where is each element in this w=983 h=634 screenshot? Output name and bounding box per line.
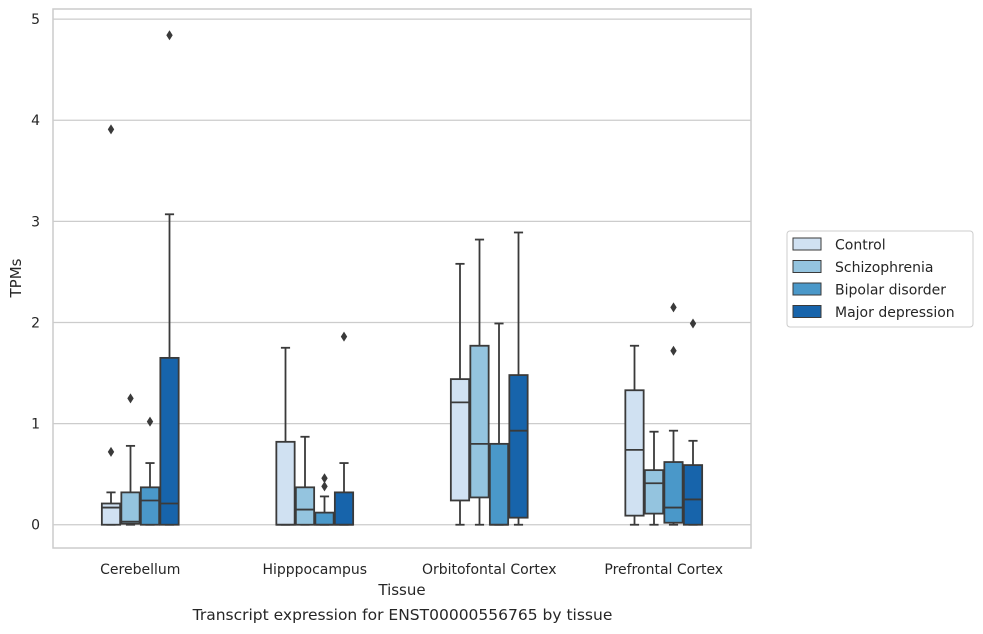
plot-frame: [52, 8, 752, 549]
outlier-marker: [689, 318, 697, 329]
y-tick-label: 4: [31, 113, 40, 129]
box-group: [100, 124, 122, 526]
legend-label: Control: [835, 238, 886, 254]
legend-swatch: [792, 237, 822, 251]
x-tick-label: Prefrontal Cortex: [604, 562, 723, 578]
box: [624, 389, 645, 517]
box: [120, 491, 141, 525]
box-group: [294, 435, 316, 526]
box: [333, 491, 355, 526]
box-group: [469, 238, 490, 526]
outlier-marker: [670, 345, 677, 356]
legend-swatch: [792, 305, 822, 318]
box-group: [159, 30, 180, 526]
box-group: [314, 473, 335, 526]
x-tick-label: Hipppocampus: [262, 562, 367, 578]
box-group: [488, 322, 510, 526]
box: [100, 502, 122, 526]
grid-lines: [53, 18, 751, 526]
legend-label: Bipolar disorder: [835, 283, 946, 299]
box: [294, 486, 316, 526]
outlier-marker: [146, 416, 154, 427]
box-group: [682, 318, 704, 526]
y-tick-label: 3: [31, 214, 40, 230]
outlier-marker: [670, 302, 677, 313]
box-group: [275, 346, 296, 526]
x-tick-labels: Cerebellum Hipppocampus Orbitofontal Corte…: [100, 562, 723, 578]
outlier-marker: [166, 30, 173, 41]
box: [159, 356, 180, 526]
outlier-marker: [340, 331, 348, 342]
legend-label: Major depression: [835, 305, 955, 321]
y-tick-label: 5: [31, 12, 40, 28]
legend: Control Schizophrenia Bipolar disorder Majo…: [786, 230, 974, 328]
y-tick-label: 1: [31, 417, 40, 433]
box: [488, 442, 510, 526]
box: [314, 511, 335, 526]
box-plots: [100, 30, 704, 526]
legend-frame: [786, 230, 974, 328]
y-axis-title: TPMs: [7, 258, 25, 298]
box: [663, 461, 684, 524]
y-tick-label: 0: [31, 518, 40, 534]
box-group: [624, 344, 645, 526]
y-tick-label: 2: [31, 315, 40, 331]
outlier-marker: [127, 393, 134, 404]
legend-label: Schizophrenia: [835, 260, 933, 276]
box-group: [139, 416, 161, 526]
figure-caption: Transcript expression for ENST0000055676…: [192, 606, 613, 624]
x-tick-label: Cerebellum: [100, 562, 180, 578]
outlier-marker: [107, 124, 115, 135]
box-group: [508, 231, 529, 526]
box: [275, 440, 296, 526]
box: [682, 464, 704, 526]
x-tick-label: Orbitofontal Cortex: [422, 562, 557, 578]
outlier-marker: [321, 473, 328, 484]
outlier-marker: [321, 481, 328, 492]
box-group: [333, 331, 355, 526]
box-group: [449, 262, 471, 526]
box: [643, 469, 665, 515]
box: [139, 486, 161, 526]
outlier-marker: [107, 446, 115, 457]
legend-swatch: [792, 282, 822, 296]
box: [469, 344, 490, 499]
box: [508, 374, 529, 519]
box-group: [643, 430, 665, 526]
legend-swatch: [792, 260, 822, 273]
box: [449, 378, 471, 502]
box-group: [663, 302, 684, 526]
box-group: [120, 393, 141, 526]
y-tick-labels: 0 1 2 3 4 5: [31, 12, 40, 534]
x-axis-title: Tissue: [377, 581, 425, 599]
